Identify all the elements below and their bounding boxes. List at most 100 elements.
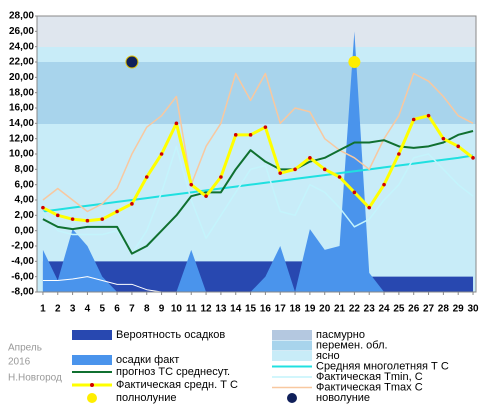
legend-swatch bbox=[272, 351, 312, 361]
y-tick-label: 24,00 bbox=[9, 41, 34, 52]
legend-swatch bbox=[272, 340, 312, 351]
x-tick-label: 1 bbox=[40, 304, 46, 315]
marker bbox=[263, 125, 268, 129]
x-tick-label: 25 bbox=[393, 304, 405, 315]
marker bbox=[70, 217, 75, 221]
legend-swatch bbox=[287, 393, 297, 403]
marker bbox=[85, 218, 90, 223]
y-tick-label: -4,00 bbox=[11, 256, 34, 267]
x-tick-label: 22 bbox=[349, 304, 361, 315]
x-tick-label: 3 bbox=[70, 304, 76, 315]
y-tick-label: 28,00 bbox=[9, 11, 34, 22]
marker bbox=[352, 190, 357, 195]
legend-swatch bbox=[90, 383, 94, 387]
line bbox=[42, 72, 474, 213]
legend-label: Фактическая Tmin, C bbox=[316, 371, 423, 383]
y-tick-label: -6,00 bbox=[11, 271, 34, 282]
y-tick-label: 12,00 bbox=[9, 133, 34, 144]
marker bbox=[159, 152, 164, 156]
x-tick-label: 13 bbox=[215, 304, 227, 315]
y-tick-label: 16,00 bbox=[9, 103, 34, 114]
marker bbox=[426, 113, 431, 118]
x-tick-label: 11 bbox=[186, 304, 197, 315]
x-tick-label: 6 bbox=[114, 304, 120, 315]
y-tick-label: 4,00 bbox=[15, 195, 35, 206]
marker bbox=[411, 117, 416, 122]
marker bbox=[456, 144, 461, 149]
legend-label: прогноз ТС среднесут. bbox=[116, 366, 230, 378]
y-tick-label: 14,00 bbox=[9, 118, 34, 129]
line bbox=[42, 114, 474, 223]
x-tick-label: 9 bbox=[159, 304, 165, 315]
x-tick-label: 27 bbox=[423, 304, 435, 315]
y-tick-label: 0,00 bbox=[15, 225, 35, 236]
marker bbox=[130, 202, 134, 206]
city: Н.Новгород bbox=[8, 373, 62, 384]
moon bbox=[348, 56, 361, 68]
y-tick-label: -8,00 bbox=[11, 287, 34, 298]
marker bbox=[382, 182, 386, 187]
marker bbox=[55, 213, 60, 218]
marker bbox=[233, 133, 238, 137]
x-tick-label: 14 bbox=[230, 304, 242, 315]
marker bbox=[397, 152, 401, 156]
x-tick-label: 10 bbox=[171, 304, 183, 315]
marker bbox=[204, 194, 208, 198]
marker bbox=[189, 182, 194, 187]
marker bbox=[144, 175, 149, 179]
marker bbox=[367, 205, 372, 210]
marker bbox=[322, 167, 327, 172]
x-tick-label: 15 bbox=[245, 304, 257, 315]
x-tick-label: 7 bbox=[129, 304, 135, 315]
marker bbox=[248, 133, 253, 137]
legend-label: пасмурно bbox=[316, 329, 365, 341]
y-tick-label: 8,00 bbox=[15, 164, 35, 175]
x-tick-label: 18 bbox=[289, 304, 301, 315]
marker bbox=[219, 175, 223, 179]
y-tick-label: 6,00 bbox=[15, 179, 35, 190]
marker bbox=[100, 217, 105, 221]
x-tick-label: 28 bbox=[438, 304, 450, 315]
marker bbox=[337, 175, 342, 179]
x-tick-label: 21 bbox=[334, 304, 346, 315]
x-tick-label: 8 bbox=[144, 304, 150, 315]
cloud-row bbox=[37, 16, 476, 47]
marker bbox=[293, 167, 297, 172]
x-tick-label: 19 bbox=[304, 304, 316, 315]
legend-label: новолуние bbox=[316, 392, 370, 404]
legend-label: Фактическая средн. Т С bbox=[116, 379, 238, 391]
y-tick-label: 22,00 bbox=[9, 57, 34, 68]
legend-label: осадки факт bbox=[116, 354, 179, 366]
year: 2016 bbox=[8, 357, 31, 368]
marker bbox=[115, 209, 119, 214]
legend-swatch bbox=[72, 355, 112, 365]
cloud-zone bbox=[37, 62, 476, 124]
x-tick-label: 20 bbox=[319, 304, 331, 315]
x-tick-label: 29 bbox=[453, 304, 465, 315]
x-tick-label: 23 bbox=[364, 304, 376, 315]
month: Апрель bbox=[8, 343, 42, 354]
legend-swatch bbox=[272, 330, 312, 340]
legend-swatch bbox=[87, 393, 97, 403]
marker bbox=[471, 156, 475, 160]
x-tick-label: 26 bbox=[408, 304, 420, 315]
legend-label: Средняя многолетняя Т С bbox=[316, 360, 449, 372]
x-tick-label: 24 bbox=[378, 304, 390, 315]
line bbox=[42, 276, 162, 293]
y-tick-label: 20,00 bbox=[9, 72, 34, 83]
y-tick-label: 26,00 bbox=[9, 26, 34, 37]
x-tick-label: 17 bbox=[275, 304, 287, 315]
legend-swatch bbox=[72, 330, 112, 340]
y-tick-label: 18,00 bbox=[9, 87, 34, 98]
legend-label: полнолуние bbox=[116, 392, 176, 404]
marker bbox=[41, 205, 45, 210]
legend-label: ясно bbox=[316, 350, 340, 362]
y-tick-label: -2,00 bbox=[11, 241, 34, 252]
legend-label: Фактическая Tmax C bbox=[316, 381, 423, 393]
marker bbox=[308, 156, 312, 160]
x-tick-label: 4 bbox=[85, 304, 91, 315]
x-tick-label: 5 bbox=[99, 304, 105, 315]
x-tick-label: 12 bbox=[201, 304, 213, 315]
